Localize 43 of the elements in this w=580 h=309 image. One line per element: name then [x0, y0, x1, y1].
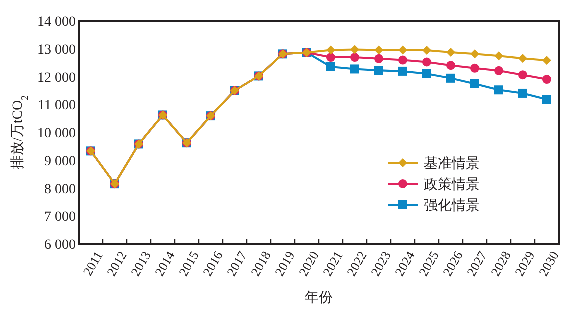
point — [326, 53, 336, 62]
y-tick-label: 10 000 — [38, 126, 76, 142]
point — [350, 45, 360, 54]
point — [470, 64, 480, 73]
y-tick-label: 11 000 — [38, 98, 76, 114]
point — [422, 46, 432, 56]
legend-label: 强化情景 — [424, 198, 480, 214]
point — [446, 48, 456, 57]
point — [374, 46, 384, 55]
point — [542, 75, 552, 84]
point — [494, 86, 504, 95]
point — [326, 62, 336, 72]
point — [422, 58, 432, 67]
point — [542, 56, 552, 66]
point — [494, 66, 504, 76]
point — [350, 64, 360, 74]
point — [470, 80, 480, 88]
y-tick-label: 12 000 — [38, 70, 76, 86]
point — [518, 88, 528, 98]
point — [398, 66, 408, 76]
point — [374, 54, 384, 64]
point — [494, 52, 504, 61]
point — [350, 53, 360, 62]
legend-label: 基准情景 — [424, 156, 480, 172]
y-tick-label: 14 000 — [38, 15, 76, 30]
y-tick-label: 7 000 — [44, 210, 76, 226]
x-axis-title: 年份 — [305, 290, 333, 306]
point — [398, 56, 408, 65]
point — [422, 69, 432, 78]
point — [446, 61, 456, 70]
legend-label: 政策情景 — [424, 177, 480, 193]
point — [398, 46, 408, 55]
y-tick-label: 8 000 — [44, 182, 76, 198]
point — [470, 50, 480, 59]
point — [374, 66, 384, 76]
point — [446, 74, 456, 83]
y-tick-label: 6 000 — [44, 238, 76, 253]
y-tick-label: 13 000 — [38, 42, 76, 58]
point — [518, 54, 528, 64]
y-tick-label: 9 000 — [44, 154, 76, 170]
point — [542, 95, 552, 104]
point — [518, 70, 528, 80]
point — [326, 46, 336, 55]
